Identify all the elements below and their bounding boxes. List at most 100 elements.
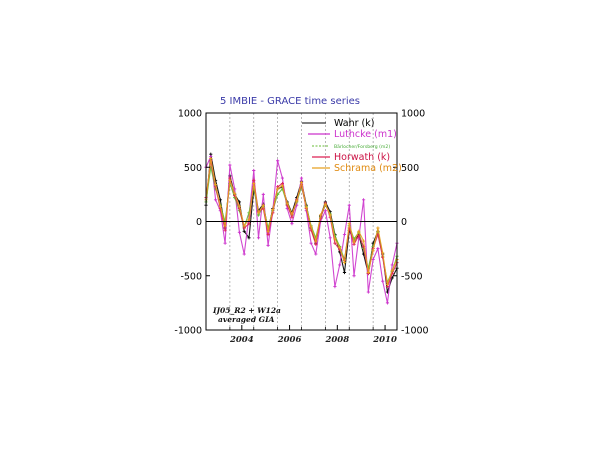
legend-label-wahr: Wahr (k) bbox=[334, 118, 374, 129]
series-1-point bbox=[276, 159, 280, 163]
series-4-point bbox=[376, 226, 380, 230]
series-1-point bbox=[366, 290, 370, 294]
series-4-point bbox=[309, 225, 313, 229]
series-1-point bbox=[309, 241, 313, 245]
series-4-point bbox=[352, 240, 356, 244]
series-1-point bbox=[323, 209, 327, 213]
series-4-point bbox=[218, 204, 222, 208]
series-1-point bbox=[352, 274, 356, 278]
series-1-point bbox=[299, 176, 304, 180]
series-4-point bbox=[276, 187, 280, 191]
legend-label-luthcke: Luthcke (m1) bbox=[334, 129, 397, 140]
series-4-point bbox=[271, 207, 275, 212]
series-3-point bbox=[266, 232, 270, 237]
y-tick-label-right: 500 bbox=[401, 163, 419, 174]
series-1-point bbox=[333, 285, 337, 289]
legend-label-schrama: Schrama (m2) bbox=[334, 163, 402, 174]
series-0-point bbox=[242, 229, 246, 233]
series-4-point bbox=[319, 213, 323, 217]
legend: Wahr (k) Luthcke (m1) Bärlocher/Forsberg… bbox=[302, 118, 402, 174]
y-tick-label-left: -1000 bbox=[174, 326, 202, 337]
axes-group: 1000 1000 500 500 0 0 -500 -500 -1000 -1000 2004 20… bbox=[174, 109, 428, 346]
series-4-point bbox=[290, 212, 294, 216]
chart-title: 5 IMBIE - GRACE time series bbox=[220, 96, 360, 107]
series-1-point bbox=[342, 232, 347, 237]
series-3-point bbox=[290, 215, 294, 219]
series-4-point bbox=[228, 178, 232, 182]
series-group bbox=[204, 152, 399, 305]
y-tick-label-left: 1000 bbox=[178, 109, 202, 120]
x-tick-label: 2008 bbox=[324, 335, 349, 345]
y-tick-label-left: 500 bbox=[184, 163, 202, 174]
series-1-point bbox=[338, 263, 342, 267]
series-1-point bbox=[390, 263, 394, 267]
series-4-point bbox=[209, 156, 213, 161]
series-4-point bbox=[299, 180, 304, 185]
y-tick-label-right: -1000 bbox=[401, 326, 429, 337]
series-1-point bbox=[381, 279, 385, 283]
series-1-point bbox=[213, 198, 218, 202]
series-1-point bbox=[328, 236, 332, 240]
series-3-point bbox=[314, 242, 318, 246]
series-0-point bbox=[247, 236, 251, 240]
series-4-point bbox=[285, 201, 289, 205]
series-4-point bbox=[261, 203, 265, 207]
series-4-point bbox=[357, 229, 361, 233]
series-1-point bbox=[376, 247, 380, 251]
series-4-point bbox=[233, 191, 237, 195]
series-3-point bbox=[247, 222, 251, 226]
series-1-point bbox=[290, 222, 294, 226]
series-4-point bbox=[371, 249, 375, 253]
series-1-point bbox=[314, 252, 318, 256]
series-4-point bbox=[266, 229, 270, 233]
annotation-line-1: IJ05_R2 + W12a bbox=[212, 306, 281, 315]
x-tick-label: 2010 bbox=[372, 335, 397, 345]
series-1-point bbox=[261, 192, 265, 196]
series-1-point bbox=[252, 168, 256, 173]
x-tick-label: 2006 bbox=[277, 335, 302, 345]
series-4-point bbox=[333, 237, 337, 241]
series-4-point bbox=[295, 199, 299, 203]
series-4-point bbox=[223, 224, 227, 228]
gia-annotation: IJ05_R2 + W12a averaged GIA bbox=[212, 306, 281, 324]
y-tick-label-left: -500 bbox=[180, 271, 202, 282]
y-tick-label-right: 1000 bbox=[401, 109, 425, 120]
series-1-point bbox=[280, 176, 284, 180]
series-4-point bbox=[237, 204, 242, 208]
series-3-point bbox=[223, 228, 227, 232]
legend-label-barlocher: Bärlocher/Forsberg (m2) bbox=[334, 144, 390, 150]
series-4-point bbox=[347, 222, 351, 226]
series-3-point bbox=[357, 234, 361, 238]
series-0-point bbox=[342, 270, 347, 275]
series-4-point bbox=[304, 205, 308, 209]
series-4-point bbox=[342, 261, 347, 265]
series-1-point bbox=[228, 163, 232, 167]
series-3-point bbox=[333, 241, 337, 245]
series-1-point bbox=[242, 252, 246, 256]
series-1-point bbox=[361, 198, 366, 202]
series-1-point bbox=[371, 257, 375, 262]
series-4-point bbox=[381, 251, 385, 255]
y-tick-label-left: 0 bbox=[196, 217, 202, 228]
series-4-point bbox=[323, 202, 327, 206]
series-4-point bbox=[361, 239, 366, 243]
legend-label-horwath: Horwath (k) bbox=[334, 152, 390, 163]
x-tick-label: 2004 bbox=[229, 335, 254, 345]
series-4-point bbox=[338, 245, 342, 250]
series-3-point bbox=[252, 178, 256, 182]
series-1-point bbox=[266, 243, 270, 247]
series-1-point bbox=[223, 241, 227, 245]
series-4-point bbox=[314, 239, 318, 243]
series-4-point bbox=[366, 270, 370, 275]
y-tick-label-right: -500 bbox=[401, 271, 423, 282]
series-4-point bbox=[390, 268, 394, 272]
series-4-point bbox=[328, 213, 332, 217]
y-tick-label-right: 0 bbox=[401, 217, 407, 228]
series-4-point bbox=[385, 282, 390, 287]
series-4-point bbox=[247, 217, 251, 221]
series-1-point bbox=[237, 230, 242, 234]
series-4-point bbox=[213, 183, 218, 187]
series-1-point bbox=[385, 301, 390, 305]
series-1-point bbox=[347, 203, 351, 207]
